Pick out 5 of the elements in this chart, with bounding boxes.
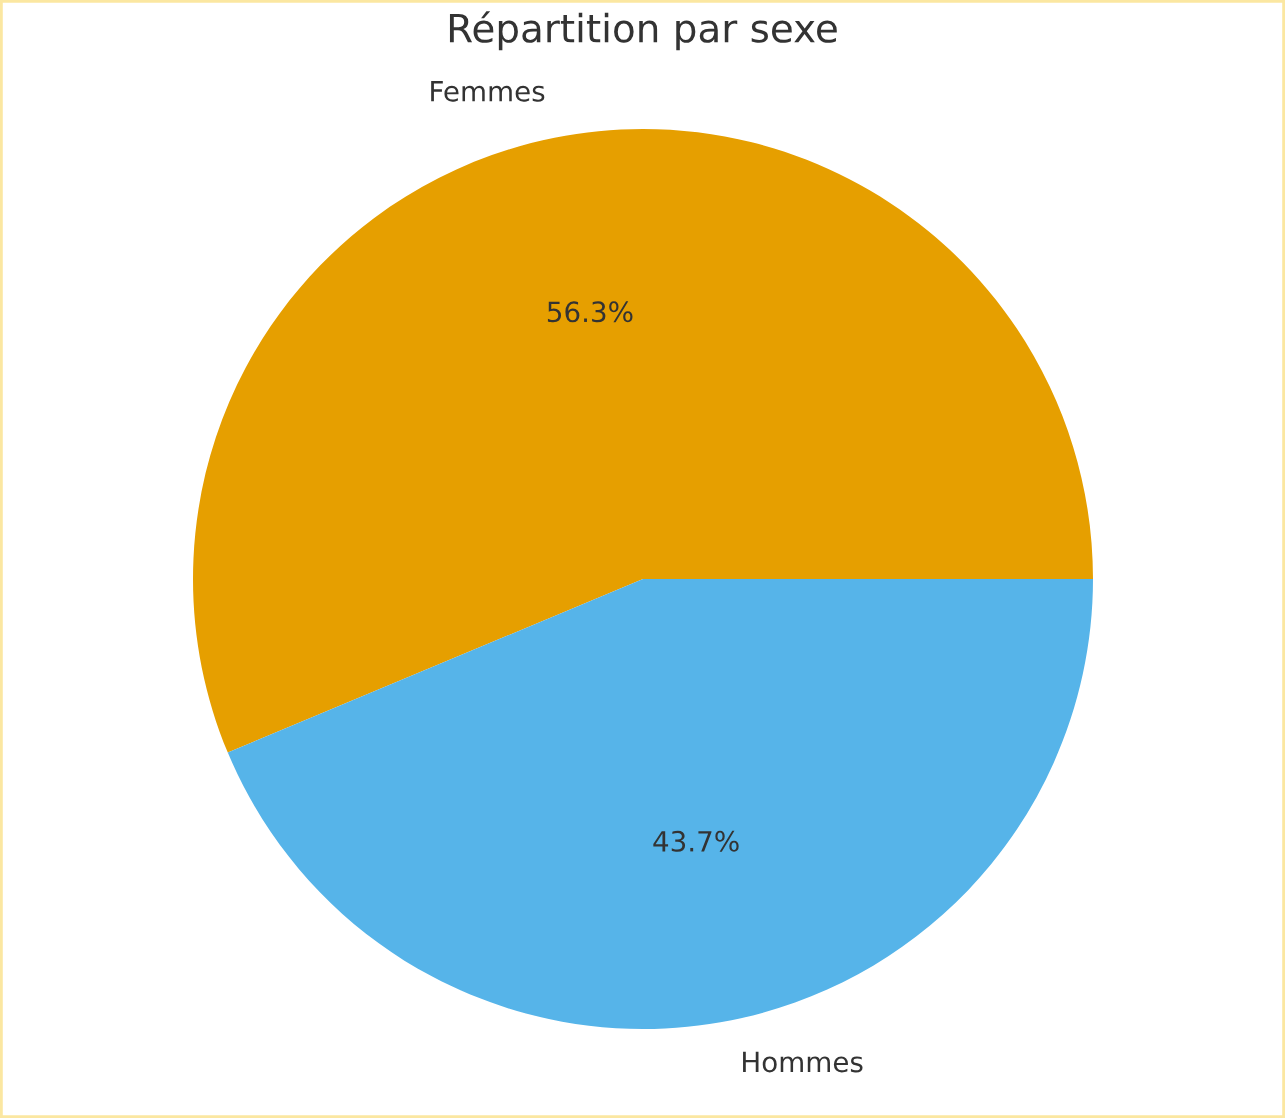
chart-title: Répartition par sexe (449, 11, 837, 51)
data-label: 56.3% (547, 301, 633, 323)
data-label: 43.7% (653, 830, 739, 852)
slice-label: Femmes (431, 81, 545, 102)
slice-label: Hommes (743, 1051, 863, 1073)
